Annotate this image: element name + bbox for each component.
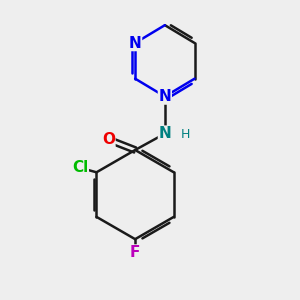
Text: N: N: [158, 126, 171, 141]
Text: F: F: [130, 245, 140, 260]
Text: H: H: [181, 128, 190, 141]
Text: Cl: Cl: [72, 160, 88, 175]
Text: N: N: [158, 89, 171, 104]
Text: N: N: [129, 35, 142, 50]
Text: O: O: [102, 132, 115, 147]
